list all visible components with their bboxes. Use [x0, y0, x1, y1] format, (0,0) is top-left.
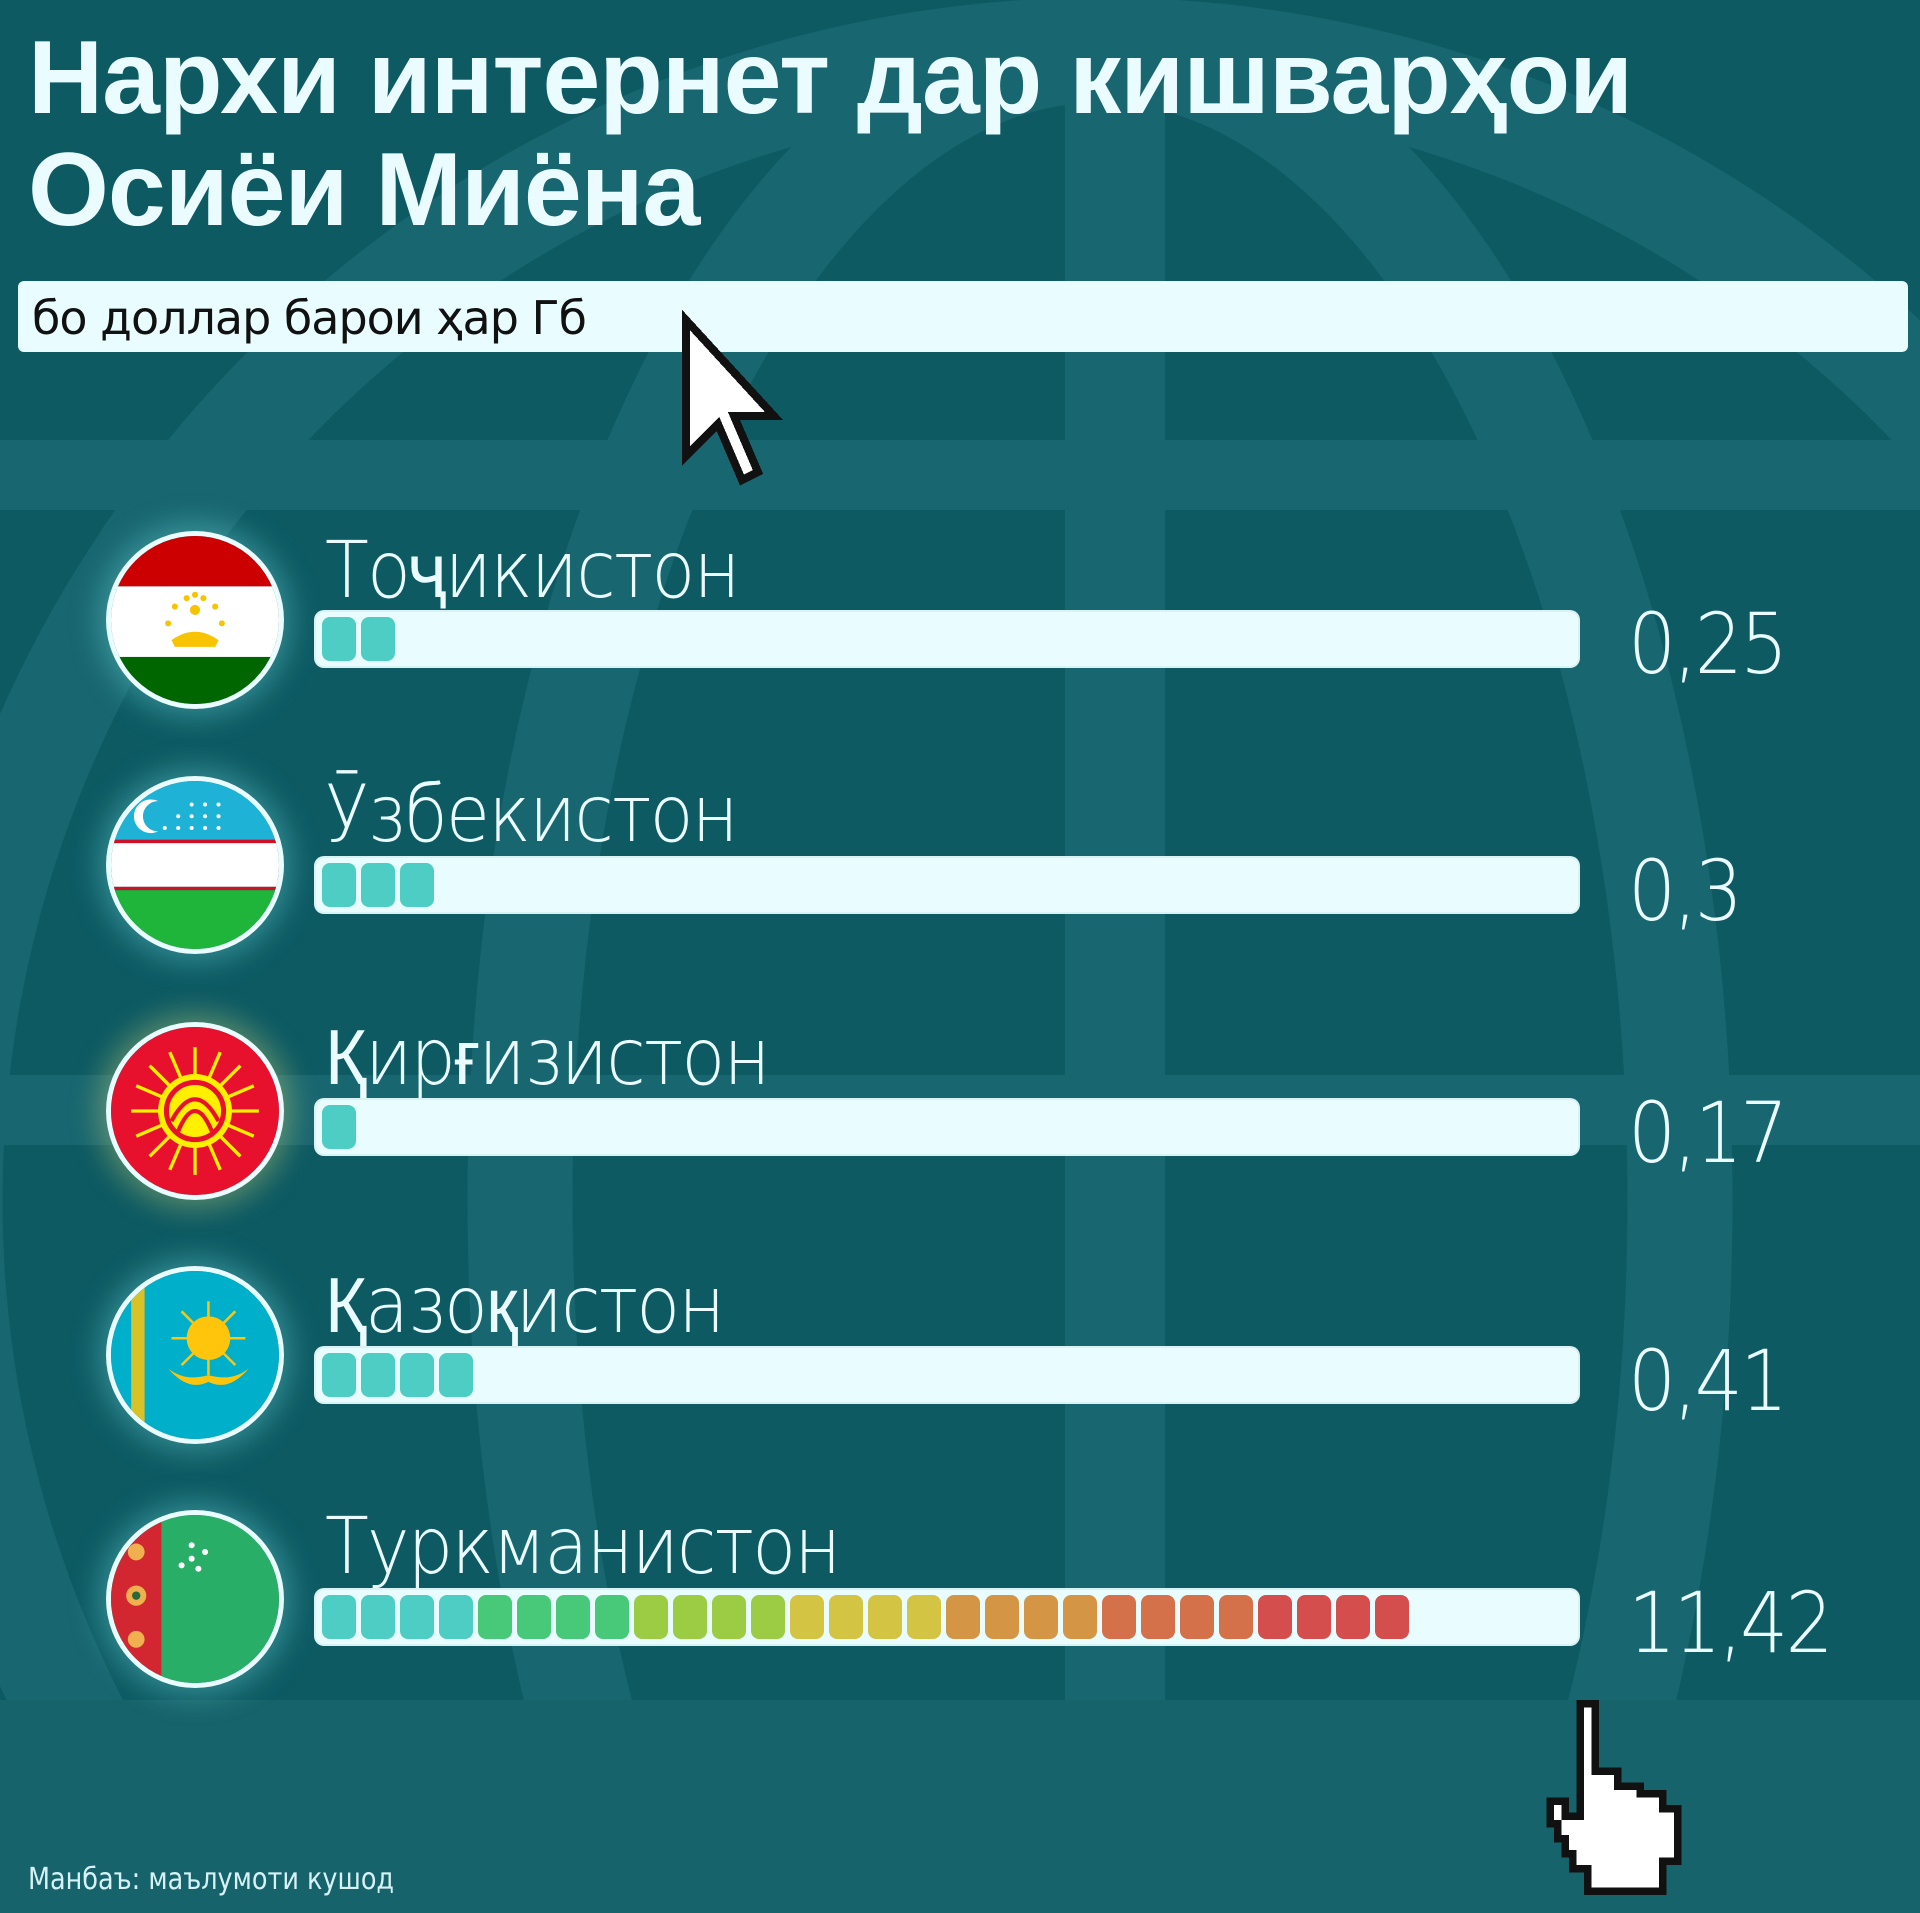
bar-segment [322, 1105, 356, 1149]
chart-row-uzbekistan: Ӯзбекистон 0,3 [0, 770, 1920, 970]
bar-segment [517, 1595, 551, 1639]
country-label: Ӯзбекистон [325, 770, 739, 860]
hand-pointer-cursor-icon [1546, 1700, 1682, 1895]
bar-segment [985, 1595, 1019, 1639]
bar-track [316, 1348, 1578, 1402]
bar-track [316, 612, 1578, 666]
value-label: 0,41 [1628, 1332, 1788, 1430]
bar-segment [634, 1595, 668, 1639]
bar-segment [790, 1595, 824, 1639]
title-line-1: Нархи интернет дар кишварҳои [28, 20, 1633, 136]
bar-fill [322, 1353, 473, 1397]
bar-segment [400, 1595, 434, 1639]
value-label: 0,17 [1628, 1084, 1788, 1182]
bar-segment [1336, 1595, 1370, 1639]
bar-segment [322, 1353, 356, 1397]
bar-segment [1063, 1595, 1097, 1639]
bar-segment [868, 1595, 902, 1639]
title-line-2: Осиёи Миёна [28, 132, 700, 248]
bar-segment [946, 1595, 980, 1639]
bar-segment [1219, 1595, 1253, 1639]
bar-fill [322, 1595, 1409, 1639]
value-label: 0,3 [1628, 842, 1743, 940]
country-label: Тоҷикистон [325, 526, 740, 616]
country-label: Қирғизистон [325, 1013, 770, 1103]
bar-track [316, 1100, 1578, 1154]
bar-segment [400, 1353, 434, 1397]
bar-segment [400, 863, 434, 907]
bar-segment [1180, 1595, 1214, 1639]
bar-segment [712, 1595, 746, 1639]
bar-segment [322, 1595, 356, 1639]
page-title: Нархи интернет дар кишварҳои Осиёи Миёна [28, 20, 1633, 248]
bar-segment [907, 1595, 941, 1639]
bar-segment [322, 863, 356, 907]
subtitle: бо доллар барои ҳар Гб [32, 291, 587, 345]
bar-segment [1141, 1595, 1175, 1639]
source-note: Манбаъ: маълумоти кушод [28, 1862, 395, 1897]
bar-segment [361, 1595, 395, 1639]
bar-segment [1102, 1595, 1136, 1639]
kyrgyzstan-flag-icon [106, 1022, 284, 1200]
bar-segment [361, 863, 395, 907]
value-label: 11,42 [1628, 1574, 1834, 1672]
bar-segment [361, 617, 395, 661]
arrow-cursor-icon [682, 310, 784, 486]
bar-segment [478, 1595, 512, 1639]
bar-segment [1297, 1595, 1331, 1639]
bar-segment [673, 1595, 707, 1639]
bar-segment [361, 1353, 395, 1397]
chart-row-tajikistan: Тоҷикистон 0,25 [0, 525, 1920, 725]
value-label: 0,25 [1628, 595, 1788, 693]
chart-row-turkmenistan: Туркманистон 11,42 [0, 1502, 1920, 1702]
bar-segment [556, 1595, 590, 1639]
bar-segment [322, 617, 356, 661]
bar-segment [829, 1595, 863, 1639]
subtitle-bar: бо доллар барои ҳар Гб [18, 281, 1908, 352]
bar-track [316, 858, 1578, 912]
bar-fill [322, 1105, 356, 1149]
bar-fill [322, 617, 395, 661]
bar-segment [595, 1595, 629, 1639]
bar-segment [1024, 1595, 1058, 1639]
turkmenistan-flag-icon [106, 1510, 284, 1688]
uzbekistan-flag-icon [106, 776, 284, 954]
kazakhstan-flag-icon [106, 1266, 284, 1444]
chart-row-kyrgyzstan: Қирғизистон 0,17 [0, 1012, 1920, 1212]
bar-track [316, 1590, 1578, 1644]
chart-row-kazakhstan: Қазоқистон 0,41 [0, 1260, 1920, 1460]
bar-segment [1258, 1595, 1292, 1639]
tajikistan-flag-icon [106, 531, 284, 709]
bar-segment [1375, 1595, 1409, 1639]
country-label: Туркманистон [325, 1502, 841, 1592]
country-label: Қазоқистон [325, 1261, 725, 1351]
bar-segment [439, 1353, 473, 1397]
bar-fill [322, 863, 434, 907]
bar-segment [439, 1595, 473, 1639]
bar-segment [751, 1595, 785, 1639]
